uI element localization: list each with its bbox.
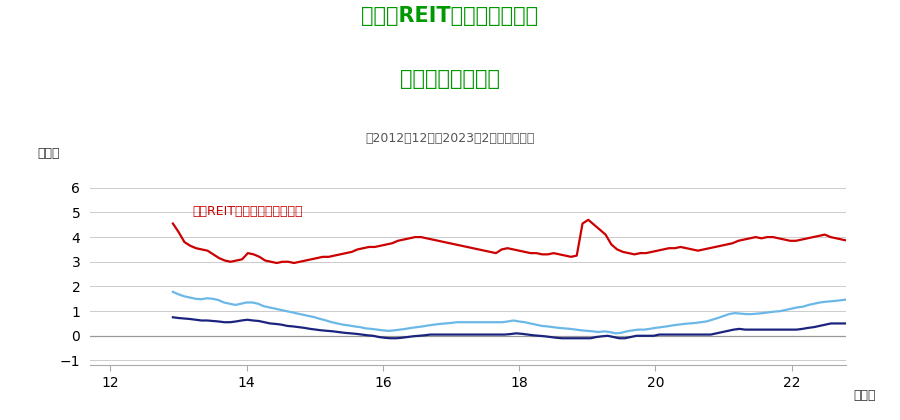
Legend: 10年国債利回り, 20年国債利回り: 10年国債利回り, 20年国債利回り xyxy=(322,415,554,420)
Text: （％）: （％） xyxy=(37,147,59,160)
Text: （年）: （年） xyxy=(853,389,876,402)
Text: 国債利回りの推移: 国債利回りの推移 xyxy=(400,69,500,89)
Text: 東証REIT指数の分配金利回り: 東証REIT指数の分配金利回り xyxy=(193,205,302,218)
Text: 日本のREIT分配金利回りと: 日本のREIT分配金利回りと xyxy=(362,6,538,26)
Text: （2012年12月～2023年2月、月末値）: （2012年12月～2023年2月、月末値） xyxy=(365,132,535,145)
